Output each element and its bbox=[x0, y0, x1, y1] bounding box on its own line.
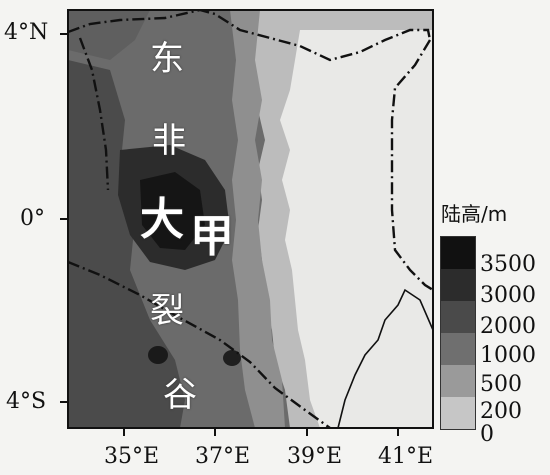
legend-swatch-3500 bbox=[441, 237, 475, 269]
lat-label-0: 0° bbox=[20, 206, 45, 231]
lon-label-39e: 39°E bbox=[287, 444, 343, 469]
elevation-peak-southeast bbox=[223, 350, 241, 366]
elevation-zone-0 bbox=[280, 30, 433, 428]
map-label-fei: 非 bbox=[152, 121, 186, 161]
elevation-zone-1000 bbox=[68, 10, 150, 60]
lat-label-4s: 4°S bbox=[6, 389, 47, 414]
elevation-zone-3500 bbox=[140, 172, 205, 250]
legend-color-bar bbox=[440, 236, 476, 430]
lon-label-37e: 37°E bbox=[195, 444, 251, 469]
map-label-lie: 裂 bbox=[150, 291, 184, 331]
legend-value-2000: 2000 bbox=[480, 314, 536, 339]
elevation-zone-500 bbox=[230, 10, 285, 428]
legend-value-3000: 3000 bbox=[480, 283, 536, 308]
elevation-peak-south bbox=[148, 346, 168, 364]
legend-value-500: 500 bbox=[480, 372, 522, 397]
legend-swatch-1000 bbox=[441, 333, 475, 365]
legend-swatch-500 bbox=[441, 365, 475, 397]
border-east bbox=[390, 39, 433, 292]
border-south bbox=[68, 260, 331, 428]
legend-swatch-2000 bbox=[441, 301, 475, 333]
border-north bbox=[68, 10, 432, 62]
legend-swatch-200 bbox=[441, 397, 475, 429]
legend-value-3500: 3500 bbox=[480, 252, 536, 277]
map-label-dong: 东 bbox=[150, 39, 184, 79]
lon-label-41e: 41°E bbox=[378, 444, 434, 469]
legend-value-200: 200 bbox=[480, 399, 522, 424]
border-west bbox=[78, 37, 110, 191]
map-label-da: 大 bbox=[140, 194, 184, 245]
legend-value-1000: 1000 bbox=[480, 343, 536, 368]
elevation-zone-2000 bbox=[68, 60, 185, 428]
legend-title: 陆高/m bbox=[441, 202, 508, 226]
lon-label-35e: 35°E bbox=[104, 444, 160, 469]
legend-swatch-3000 bbox=[441, 269, 475, 301]
map-label-gu: 谷 bbox=[163, 375, 197, 415]
axis-ticks bbox=[60, 33, 399, 436]
lat-label-4n: 4°N bbox=[4, 20, 49, 45]
coastline bbox=[337, 288, 433, 428]
legend-value-0: 0 bbox=[480, 422, 494, 447]
map-marker-jia: 甲 bbox=[190, 211, 234, 262]
